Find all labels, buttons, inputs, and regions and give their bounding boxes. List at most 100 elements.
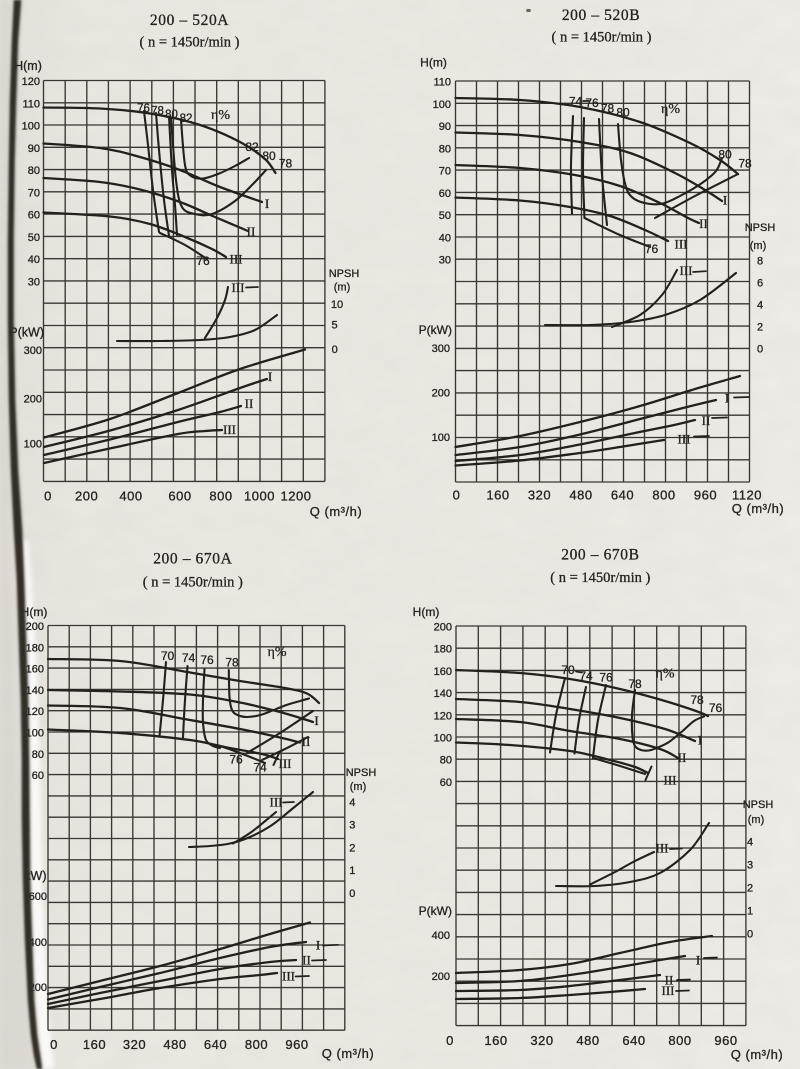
svg-text:120: 120 bbox=[26, 706, 44, 718]
svg-text:800: 800 bbox=[209, 489, 232, 504]
svg-text:140: 140 bbox=[26, 685, 44, 697]
svg-text:III: III bbox=[223, 422, 236, 437]
svg-text:III: III bbox=[664, 773, 677, 788]
svg-text:II: II bbox=[302, 734, 311, 749]
svg-text:( n = 1450r/min ): ( n = 1450r/min ) bbox=[550, 570, 650, 586]
svg-text:P(kW): P(kW) bbox=[419, 323, 452, 337]
svg-text:320: 320 bbox=[123, 1037, 146, 1052]
svg-text:III: III bbox=[678, 432, 691, 447]
svg-text:III: III bbox=[656, 841, 669, 856]
svg-text:200: 200 bbox=[432, 971, 450, 983]
svg-text:NPSH: NPSH bbox=[329, 268, 360, 280]
svg-text:200 – 670A: 200 – 670A bbox=[153, 551, 232, 568]
svg-text:η%: η% bbox=[211, 108, 230, 123]
svg-text:( n = 1450r/min ): ( n = 1450r/min ) bbox=[140, 35, 240, 51]
svg-text:76: 76 bbox=[645, 242, 659, 256]
svg-text:1: 1 bbox=[747, 906, 753, 918]
svg-text:110: 110 bbox=[22, 98, 40, 110]
svg-text:70: 70 bbox=[439, 166, 451, 178]
svg-text:960: 960 bbox=[285, 1037, 308, 1052]
svg-text:1200: 1200 bbox=[281, 489, 312, 504]
svg-text:80: 80 bbox=[32, 749, 44, 761]
svg-text:4: 4 bbox=[757, 300, 763, 312]
svg-text:4: 4 bbox=[747, 837, 753, 849]
svg-text:160: 160 bbox=[83, 1037, 106, 1052]
svg-text:(m): (m) bbox=[750, 240, 767, 252]
svg-text:140: 140 bbox=[434, 688, 452, 700]
svg-text:60: 60 bbox=[32, 770, 44, 782]
svg-text:160: 160 bbox=[486, 488, 509, 503]
svg-text:Q (m³/h): Q (m³/h) bbox=[310, 504, 362, 519]
svg-text:2: 2 bbox=[757, 322, 763, 334]
svg-text:H(m): H(m) bbox=[14, 59, 42, 73]
svg-text:78: 78 bbox=[738, 157, 752, 171]
svg-text:III: III bbox=[680, 263, 693, 278]
svg-text:100: 100 bbox=[434, 733, 452, 745]
svg-text:30: 30 bbox=[28, 276, 40, 288]
svg-text:0: 0 bbox=[757, 344, 763, 356]
svg-text:3: 3 bbox=[747, 860, 753, 872]
svg-text:III: III bbox=[675, 237, 688, 252]
svg-text:0: 0 bbox=[453, 488, 461, 503]
svg-text:40: 40 bbox=[28, 254, 40, 266]
svg-text:8: 8 bbox=[757, 256, 763, 268]
svg-text:η%: η% bbox=[656, 667, 675, 682]
svg-text:200 – 670B: 200 – 670B bbox=[561, 547, 639, 564]
svg-text:1000: 1000 bbox=[244, 489, 275, 504]
svg-text:III: III bbox=[230, 252, 243, 267]
svg-text:P(kW): P(kW) bbox=[419, 904, 452, 918]
svg-text:II: II bbox=[247, 224, 256, 239]
svg-text:(m): (m) bbox=[350, 781, 367, 793]
svg-text:I: I bbox=[265, 196, 269, 211]
svg-text:78: 78 bbox=[690, 693, 704, 707]
svg-text:5: 5 bbox=[332, 320, 338, 332]
svg-text:0: 0 bbox=[332, 344, 338, 356]
svg-text:0: 0 bbox=[50, 1037, 58, 1052]
svg-text:300: 300 bbox=[24, 345, 42, 357]
svg-text:( n = 1450r/min ): ( n = 1450r/min ) bbox=[143, 575, 243, 591]
svg-text:I: I bbox=[316, 938, 320, 953]
svg-text:I: I bbox=[698, 733, 702, 748]
svg-text:100: 100 bbox=[432, 432, 450, 444]
svg-text:200: 200 bbox=[24, 394, 42, 406]
svg-text:74: 74 bbox=[253, 761, 267, 775]
svg-text:300: 300 bbox=[432, 343, 450, 355]
svg-text:II: II bbox=[702, 413, 711, 428]
svg-text:II: II bbox=[699, 216, 708, 231]
svg-text:η%: η% bbox=[661, 102, 680, 117]
svg-text:80: 80 bbox=[28, 165, 40, 177]
svg-text:I: I bbox=[696, 953, 700, 968]
svg-text:400: 400 bbox=[432, 930, 450, 942]
svg-text:100: 100 bbox=[433, 99, 451, 111]
svg-text:800: 800 bbox=[245, 1037, 268, 1052]
svg-text:(m): (m) bbox=[748, 814, 765, 826]
svg-text:80: 80 bbox=[262, 149, 276, 163]
svg-text:70: 70 bbox=[161, 649, 175, 663]
svg-text:60: 60 bbox=[439, 188, 451, 200]
svg-text:NPSH: NPSH bbox=[743, 799, 774, 811]
svg-text:70: 70 bbox=[561, 663, 575, 677]
svg-text:10: 10 bbox=[331, 299, 343, 311]
svg-text:0: 0 bbox=[44, 489, 52, 504]
svg-text:90: 90 bbox=[439, 121, 451, 133]
svg-text:78: 78 bbox=[225, 656, 239, 670]
svg-text:80: 80 bbox=[440, 755, 452, 767]
svg-text:110: 110 bbox=[433, 77, 451, 89]
svg-text:960: 960 bbox=[714, 1033, 737, 1048]
svg-text:640: 640 bbox=[204, 1037, 227, 1052]
svg-text:II: II bbox=[678, 750, 687, 765]
svg-text:η%: η% bbox=[268, 645, 287, 660]
svg-text:76: 76 bbox=[229, 753, 243, 767]
svg-text:480: 480 bbox=[569, 488, 592, 503]
svg-text:76: 76 bbox=[585, 96, 599, 110]
svg-text:Q (m³/h): Q (m³/h) bbox=[731, 1047, 783, 1062]
svg-text:100: 100 bbox=[26, 728, 44, 740]
svg-text:50: 50 bbox=[439, 210, 451, 222]
svg-text:6: 6 bbox=[757, 278, 763, 290]
svg-text:H(m): H(m) bbox=[413, 605, 440, 619]
svg-text:160: 160 bbox=[26, 664, 44, 676]
svg-text:3: 3 bbox=[349, 820, 355, 832]
svg-text:78: 78 bbox=[279, 157, 293, 171]
svg-text:I: I bbox=[314, 713, 318, 728]
svg-text:NPSH: NPSH bbox=[745, 222, 776, 234]
